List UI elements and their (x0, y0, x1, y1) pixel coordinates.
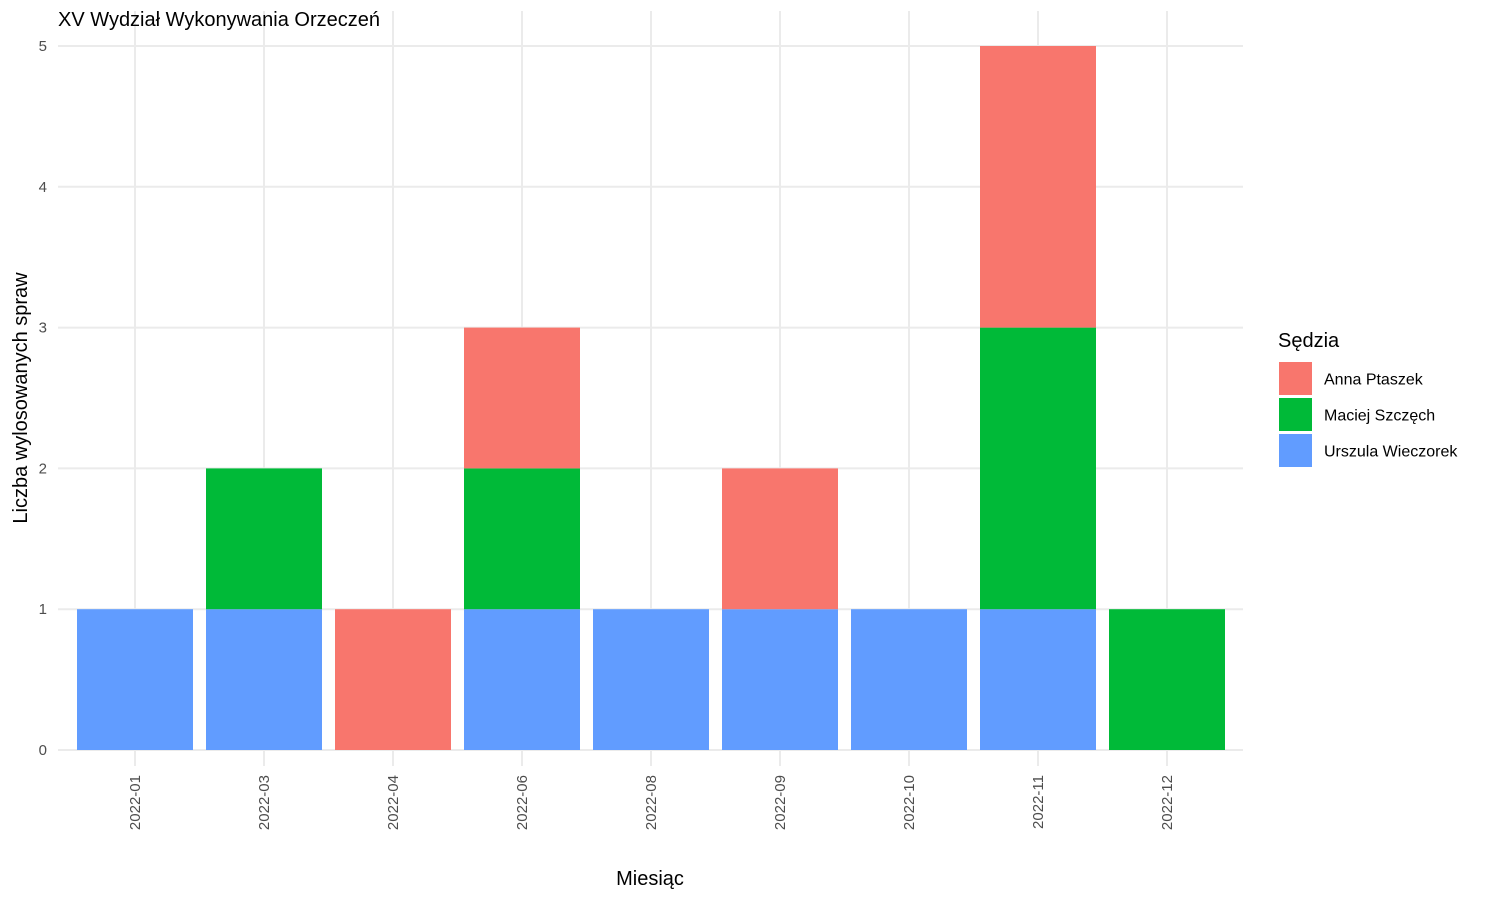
legend-label: Urszula Wieczorek (1324, 444, 1458, 461)
bar-segment (980, 327, 1096, 610)
x-axis-title: Miesiąc (616, 868, 684, 890)
bars (77, 46, 1225, 750)
legend: Sędzia Anna Ptaszek Maciej Szczęch Urszula… (1278, 330, 1458, 467)
x-tick-label: 2022-12 (1159, 775, 1176, 830)
bar-segment (980, 46, 1096, 328)
legend-key (1279, 362, 1312, 395)
bar-segment (851, 609, 967, 750)
bar-segment (206, 468, 322, 610)
y-tick-label: 4 (39, 179, 47, 196)
bar-segment (464, 609, 580, 750)
legend-label: Anna Ptaszek (1324, 372, 1424, 389)
y-axis-title: Liczba wylosowanych spraw (10, 272, 32, 524)
x-tick-label: 2022-04 (385, 775, 402, 830)
y-tick-label: 3 (39, 320, 47, 337)
legend-label: Maciej Szczęch (1324, 408, 1435, 425)
x-tick-label: 2022-08 (643, 775, 660, 830)
bar-segment (464, 327, 580, 469)
bar-segment (335, 609, 451, 750)
chart-title: XV Wydział Wykonywania Orzeczeń (58, 9, 380, 31)
legend-title: Sędzia (1278, 330, 1340, 352)
x-tick-label: 2022-01 (127, 775, 144, 830)
y-tick-label: 2 (39, 460, 47, 477)
x-tick-label: 2022-09 (772, 775, 789, 830)
y-tick-label: 5 (39, 38, 47, 55)
bar-segment (722, 468, 838, 610)
y-tick-label: 0 (39, 742, 47, 759)
legend-key (1279, 434, 1312, 467)
x-tick-label: 2022-10 (901, 775, 918, 830)
y-axis-ticks: 0 1 2 3 4 5 (39, 38, 47, 759)
bar-segment (593, 609, 709, 750)
x-tick-label: 2022-11 (1030, 775, 1047, 829)
y-tick-label: 1 (39, 601, 47, 618)
bar-segment (722, 609, 838, 750)
bar-segment (77, 609, 193, 750)
x-axis-ticks: 2022-01 2022-03 2022-04 2022-06 2022-08 2022-… (127, 775, 1176, 830)
bar-segment (1109, 609, 1225, 750)
x-tick-label: 2022-03 (256, 775, 273, 830)
bar-segment (980, 609, 1096, 750)
x-tick-label: 2022-06 (514, 775, 531, 830)
legend-key (1279, 398, 1312, 431)
bar-segment (206, 609, 322, 750)
bar-segment (464, 468, 580, 610)
